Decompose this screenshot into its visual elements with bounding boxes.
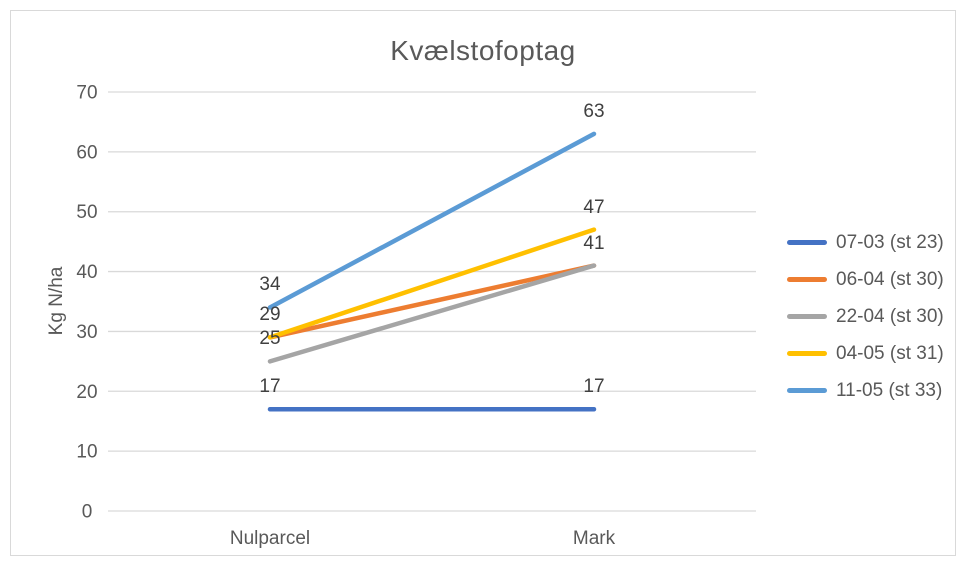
chart-frame: Kvælstofoptag Kg N/ha 0 10 20 30 40 50 60 70 Nul… xyxy=(10,10,956,556)
y-tick-label: 0 xyxy=(82,502,93,523)
series-line-4 xyxy=(267,131,597,310)
y-tick-label: 30 xyxy=(76,322,97,343)
data-label: 17 xyxy=(583,376,604,397)
data-label: 29 xyxy=(259,304,280,325)
legend-swatch-icon xyxy=(787,240,827,245)
data-label: 47 xyxy=(583,197,604,218)
legend-item-4: 11-05 (st 33) xyxy=(787,379,944,402)
x-category-label: Mark xyxy=(573,528,616,549)
y-tick-label: 70 xyxy=(76,83,97,104)
y-tick-label: 40 xyxy=(76,262,97,283)
legend-label: 07-03 (st 23) xyxy=(836,231,944,253)
data-label: 25 xyxy=(259,328,280,349)
legend-swatch-icon xyxy=(787,314,827,319)
series-line-2 xyxy=(267,263,597,364)
legend-item-3: 04-05 (st 31) xyxy=(787,342,944,365)
legend-label: 22-04 (st 30) xyxy=(836,305,944,327)
data-label: 63 xyxy=(583,101,604,122)
data-label: 41 xyxy=(583,233,604,254)
y-tick-label: 50 xyxy=(76,202,97,223)
x-category-label: Nulparcel xyxy=(230,528,310,549)
legend-item-1: 06-04 (st 30) xyxy=(787,268,944,291)
legend-item-2: 22-04 (st 30) xyxy=(787,305,944,328)
legend: 07-03 (st 23) 06-04 (st 30) 22-04 (st 30) 0… xyxy=(787,231,944,402)
legend-swatch-icon xyxy=(787,388,827,393)
series-line-1 xyxy=(267,263,597,340)
legend-swatch-icon xyxy=(787,277,827,282)
y-tick-label: 10 xyxy=(76,442,97,463)
data-label: 34 xyxy=(259,274,281,295)
legend-swatch-icon xyxy=(787,351,827,356)
legend-item-0: 07-03 (st 23) xyxy=(787,231,944,254)
chart-title: Kvælstofoptag xyxy=(390,35,576,66)
legend-label: 06-04 (st 30) xyxy=(836,268,944,290)
legend-label: 04-05 (st 31) xyxy=(836,342,944,364)
y-tick-label: 20 xyxy=(76,382,97,403)
y-tick-label: 60 xyxy=(76,142,97,163)
data-label: 17 xyxy=(259,376,280,397)
series-line-3 xyxy=(267,227,597,340)
legend-label: 11-05 (st 33) xyxy=(836,379,943,401)
plot-area: 0 10 20 30 40 50 60 70 Nulparcel Mark 17 17 29 41 25 47… xyxy=(76,83,756,549)
